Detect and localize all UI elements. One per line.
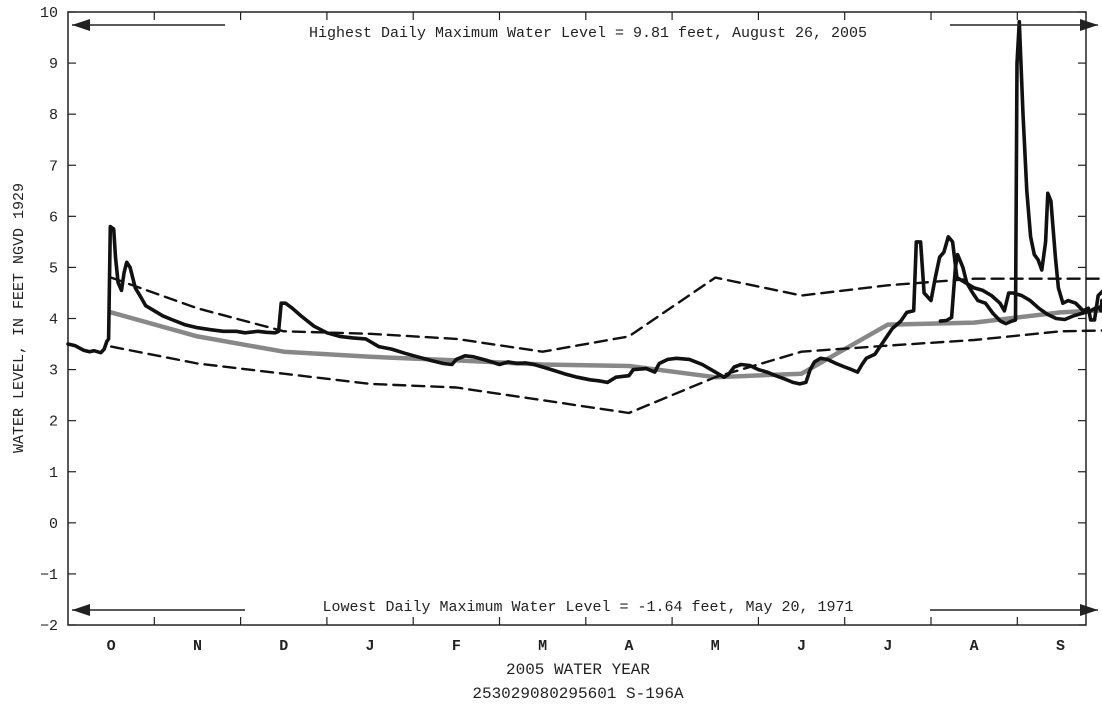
x-month-label: F: [452, 638, 461, 655]
daily-series-line: [66, 224, 1102, 386]
x-month-label: S: [1056, 638, 1065, 655]
x-month-label: J: [366, 638, 375, 655]
y-tick-label: 4: [49, 312, 58, 329]
x-month-label: J: [797, 638, 806, 655]
x-month-label: M: [538, 638, 547, 655]
x-month-label: N: [193, 638, 202, 655]
y-tick-label: 6: [49, 209, 58, 226]
y-tick-label: −2: [40, 618, 58, 635]
median-series-line: [108, 308, 1102, 380]
x-axis-title: 2005 WATER YEAR: [506, 661, 650, 679]
y-tick-label: 5: [49, 260, 58, 277]
y-tick-label: 9: [49, 56, 58, 73]
y-tick-label: 10: [40, 5, 58, 22]
highest-annotation: Highest Daily Maximum Water Level = 9.81…: [72, 19, 1098, 42]
x-month-label: O: [107, 638, 116, 655]
y-tick-label: 8: [49, 107, 58, 124]
x-month-label: J: [883, 638, 892, 655]
y-tick-label: 1: [49, 465, 58, 482]
y-axis-title: WATER LEVEL, IN FEET NGVD 1929: [11, 183, 28, 453]
series-layer: [66, 19, 1102, 415]
daily-continued-series-line: [938, 19, 1102, 326]
lowest-arrowhead-right: [1080, 604, 1098, 616]
lowest-level-label: Lowest Daily Maximum Water Level = -1.64…: [322, 599, 853, 616]
x-month-label: A: [624, 638, 633, 655]
y-tick-label: 0: [49, 516, 58, 533]
upper-series-line: [109, 276, 1102, 353]
highest-level-label: Highest Daily Maximum Water Level = 9.81…: [309, 25, 867, 42]
plot-frame: [67, 11, 1087, 626]
lowest-annotation: Lowest Daily Maximum Water Level = -1.64…: [72, 599, 1098, 616]
y-tick-label: 3: [49, 363, 58, 380]
highest-arrowhead-left: [72, 19, 90, 31]
y-tick-label: −1: [40, 567, 58, 584]
x-month-label: A: [970, 638, 979, 655]
highest-arrowhead-right: [1080, 19, 1098, 31]
lower-series-line: [109, 329, 1102, 415]
x-month-label: D: [279, 638, 288, 655]
station-label: 253029080295601 S-196A: [472, 685, 684, 703]
y-tick-label: 7: [49, 158, 58, 175]
y-tick-label: 2: [49, 414, 58, 431]
lowest-arrowhead-left: [72, 604, 90, 616]
x-month-label: M: [711, 638, 720, 655]
